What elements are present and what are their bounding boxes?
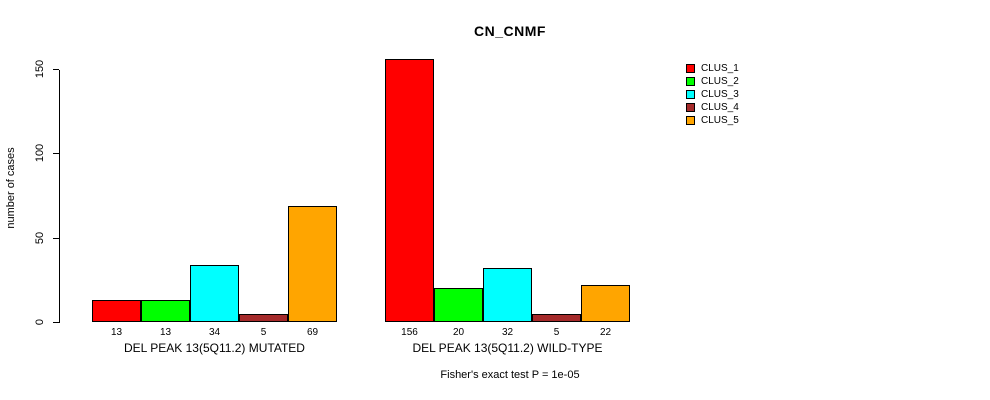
bar-value-label: 69 bbox=[306, 327, 319, 338]
y-axis bbox=[59, 70, 60, 323]
legend-row: CLUS_4 bbox=[686, 101, 739, 114]
bar bbox=[483, 268, 532, 322]
y-tick-label: 150 bbox=[34, 59, 46, 79]
legend-label: CLUS_2 bbox=[701, 76, 739, 87]
y-tick-mark bbox=[53, 69, 59, 70]
bar-value-label: 5 bbox=[553, 327, 560, 338]
bar bbox=[92, 300, 141, 322]
legend-color-swatch bbox=[686, 64, 695, 73]
legend-label: CLUS_4 bbox=[701, 102, 739, 113]
legend-label: CLUS_1 bbox=[701, 63, 739, 74]
bar bbox=[239, 314, 288, 322]
legend-row: CLUS_1 bbox=[686, 62, 739, 75]
legend-row: CLUS_2 bbox=[686, 75, 739, 88]
y-axis-label-text: number of cases bbox=[5, 147, 17, 229]
chart-title: CN_CNMF bbox=[474, 23, 546, 39]
legend-color-swatch bbox=[686, 77, 695, 86]
legend-color-swatch bbox=[686, 90, 695, 99]
bar-value-label: 13 bbox=[110, 327, 123, 338]
bar bbox=[385, 59, 434, 322]
y-tick-mark bbox=[53, 237, 59, 239]
stat-test-caption: Fisher's exact test P = 1e-05 bbox=[440, 369, 580, 381]
y-tick-mark bbox=[53, 322, 59, 323]
bar bbox=[141, 300, 190, 322]
bar-value-label: 22 bbox=[599, 327, 612, 338]
bar bbox=[190, 265, 239, 322]
bar-value-label: 5 bbox=[260, 327, 267, 338]
legend-row: CLUS_5 bbox=[686, 114, 739, 127]
bar bbox=[581, 285, 630, 322]
legend-color-swatch bbox=[686, 103, 695, 112]
legend-color-swatch bbox=[686, 116, 695, 125]
bar-value-label: 13 bbox=[159, 327, 172, 338]
legend-row: CLUS_3 bbox=[686, 88, 739, 101]
bar bbox=[288, 206, 337, 322]
y-tick-label: 50 bbox=[34, 231, 46, 244]
legend: CLUS_1 CLUS_2 CLUS_3 CLUS_4 CLUS_5 bbox=[686, 62, 739, 127]
bar-value-label: 20 bbox=[452, 327, 465, 338]
bar bbox=[434, 288, 483, 322]
bar-value-label: 156 bbox=[401, 327, 418, 338]
legend-label: CLUS_3 bbox=[701, 89, 739, 100]
legend-label: CLUS_5 bbox=[701, 115, 739, 126]
y-tick-mark bbox=[53, 153, 59, 155]
y-tick-label: 0 bbox=[34, 318, 46, 326]
bar-value-label: 32 bbox=[501, 327, 514, 338]
bar bbox=[532, 314, 581, 322]
y-tick-label: 100 bbox=[34, 144, 46, 163]
group-label: DEL PEAK 13(5Q11.2) WILD-TYPE bbox=[412, 341, 603, 355]
bar-value-label: 34 bbox=[208, 327, 221, 338]
group-label: DEL PEAK 13(5Q11.2) MUTATED bbox=[124, 341, 305, 355]
